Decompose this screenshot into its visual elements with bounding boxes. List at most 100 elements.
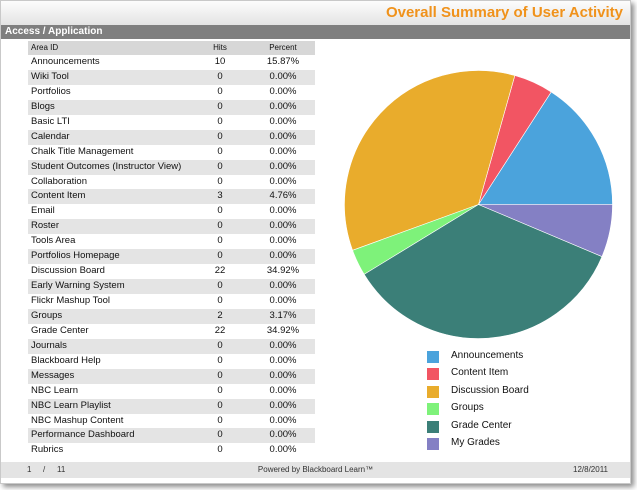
legend-label: My Grades (451, 436, 500, 448)
area-cell: Blogs (31, 100, 55, 112)
table-row: NBC Learn Playlist 0 0.00% (28, 398, 315, 414)
area-cell: Groups (31, 309, 63, 321)
area-cell: Portfolios Homepage (31, 250, 120, 262)
legend-item: Grade Center (427, 419, 627, 436)
hits-cell: 0 (217, 339, 223, 351)
legend-item: Discussion Board (427, 384, 627, 401)
area-cell: Performance Dashboard (31, 429, 135, 441)
hits-cell: 0 (217, 115, 223, 127)
area-cell: Flickr Mashup Tool (31, 295, 111, 306)
pie-chart (344, 70, 613, 339)
page-separator: / (43, 465, 46, 474)
table-row: Announcements 10 15.87% (28, 55, 315, 70)
page-total: 11 (57, 465, 66, 474)
table-row: Wiki Tool 0 0.00% (28, 69, 315, 85)
area-cell: Basic LTI (31, 115, 70, 127)
activity-table: Area ID Hits Percent Announcements 10 15.8… (28, 41, 315, 458)
hits-cell: 0 (217, 444, 223, 456)
table-row: NBC Mashup Content 0 0.00% (28, 414, 315, 429)
table-row: Performance Dashboard 0 0.00% (28, 428, 315, 444)
area-cell: Early Warning System (31, 280, 125, 292)
legend-swatch (427, 385, 439, 398)
percent-cell: 0.00% (269, 160, 297, 172)
table-row: Roster 0 0.00% (28, 219, 315, 235)
legend-label: Groups (451, 402, 484, 414)
page-current: 1 (27, 465, 32, 474)
table-row: Student Outcomes (Instructor View) 0 0.00% (28, 159, 315, 175)
area-cell: Content Item (31, 190, 86, 202)
percent-cell: 0.00% (269, 399, 297, 411)
table-row: Rubrics 0 0.00% (28, 443, 315, 458)
area-cell: Calendar (31, 130, 70, 142)
hits-cell: 0 (217, 85, 223, 97)
area-cell: Rubrics (31, 444, 64, 456)
hits-cell: 0 (217, 399, 223, 411)
percent-cell: 0.00% (269, 250, 297, 262)
hits-cell: 0 (217, 384, 223, 396)
percent-cell: 34.92% (266, 265, 300, 277)
hits-cell: 10 (214, 56, 226, 67)
area-cell: Announcements (31, 56, 100, 67)
report-header: Overall Summary of User Activity (1, 1, 630, 25)
percent-cell: 0.00% (269, 295, 297, 306)
report-footer: 1 / 11 Powered by Blackboard Learn™ 12/8… (1, 462, 630, 478)
percent-cell: 0.00% (269, 175, 297, 187)
hits-cell: 22 (214, 324, 226, 336)
percent-cell: 0.00% (269, 100, 297, 112)
percent-cell: 0.00% (269, 115, 297, 127)
report-date: 12/8/2011 (573, 465, 608, 474)
area-cell: Tools Area (31, 235, 76, 247)
area-cell: Blackboard Help (31, 354, 101, 366)
pie-slice-announcements (477, 91, 613, 205)
legend-item: Groups (427, 401, 627, 418)
percent-cell: 0.00% (269, 220, 297, 232)
percent-cell: 0.00% (269, 205, 297, 217)
pie-slice-my-grades (478, 204, 613, 257)
area-cell: NBC Learn (31, 384, 78, 396)
report-title: Overall Summary of User Activity (385, 4, 623, 21)
report-page: Overall Summary of User Activity Access … (0, 0, 631, 484)
hits-cell: 2 (217, 309, 223, 321)
area-cell: Student Outcomes (Instructor View) (31, 160, 182, 172)
area-cell: Messages (31, 369, 75, 381)
table-row: Discussion Board 22 34.92% (28, 264, 315, 279)
table-row: Collaboration 0 0.00% (28, 175, 315, 190)
hits-cell: 0 (217, 429, 223, 441)
legend-swatch (427, 351, 439, 363)
area-cell: Roster (31, 220, 59, 232)
table-row: Journals 0 0.00% (28, 338, 315, 354)
percent-cell: 0.00% (269, 235, 297, 247)
hits-cell: 0 (217, 145, 223, 157)
hits-cell: 0 (217, 220, 223, 232)
table-row: Content Item 3 4.76% (28, 189, 315, 205)
pie-slice-grade-center (363, 204, 603, 339)
percent-cell: 3.17% (269, 309, 297, 321)
legend-swatch (427, 368, 439, 381)
hits-cell: 0 (217, 70, 223, 82)
table-row: Early Warning System 0 0.00% (28, 279, 315, 294)
legend-label: Grade Center (451, 419, 512, 431)
column-header-area: Area ID (31, 43, 59, 52)
table-row: Calendar 0 0.00% (28, 129, 315, 145)
percent-cell: 0.00% (269, 280, 297, 292)
percent-cell: 0.00% (269, 354, 297, 366)
chart-legend: Announcements Content Item Discussion Boar… (427, 349, 627, 453)
percent-cell: 0.00% (269, 429, 297, 441)
hits-cell: 3 (217, 190, 223, 202)
percent-cell: 0.00% (269, 70, 297, 82)
percent-cell: 0.00% (269, 369, 297, 381)
table-row: Basic LTI 0 0.00% (28, 115, 315, 130)
section-title: Access / Application (5, 26, 103, 37)
percent-cell: 0.00% (269, 339, 297, 351)
percent-cell: 0.00% (269, 145, 297, 157)
hits-cell: 0 (217, 235, 223, 247)
table-row: Grade Center 22 34.92% (28, 324, 315, 339)
legend-label: Announcements (451, 350, 524, 361)
section-header: Access / Application (1, 25, 630, 39)
area-cell: NBC Mashup Content (31, 414, 124, 426)
table-row: Email 0 0.00% (28, 204, 315, 219)
percent-cell: 0.00% (269, 444, 297, 456)
column-header-hits: Hits (213, 43, 227, 52)
percent-cell: 0.00% (269, 384, 297, 396)
area-cell: Email (31, 205, 55, 217)
